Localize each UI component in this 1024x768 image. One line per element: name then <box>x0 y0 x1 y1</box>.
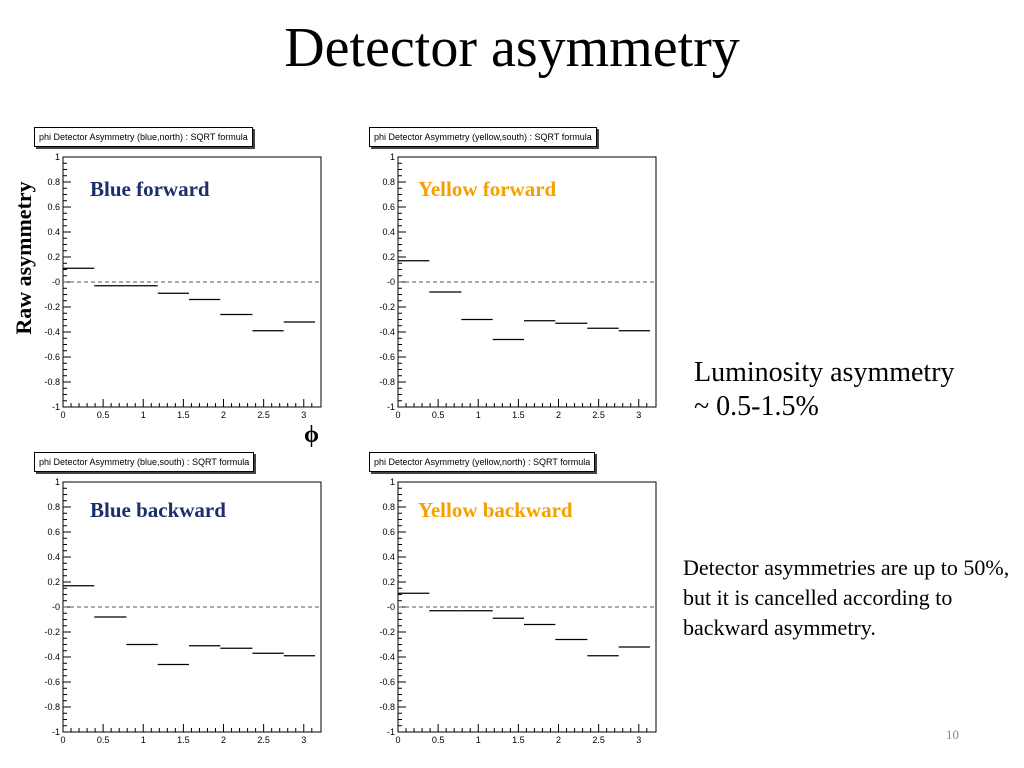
y-tick-label: -0 <box>52 602 60 612</box>
chart-panel-blue-forward: phi Detector Asymmetry (blue,north) : SQ… <box>30 125 330 425</box>
x-tick-label: 0.5 <box>432 735 445 745</box>
y-tick-label: 0.4 <box>382 552 395 562</box>
x-tick-label: 3 <box>301 410 306 420</box>
y-tick-label: -0.2 <box>379 302 395 312</box>
chart-panel-yellow-forward: phi Detector Asymmetry (yellow,south) : … <box>365 125 665 425</box>
y-tick-label: -0.6 <box>44 677 60 687</box>
y-tick-label: -0 <box>387 277 395 287</box>
y-tick-label: 0.8 <box>47 502 60 512</box>
histogram-title: phi Detector Asymmetry (blue,south) : SQ… <box>34 452 255 472</box>
histogram-plot: 1 0.8 0.6 0.4 0.2 -0 -0.2 -0.4 -0.6 -0.8 -10 0.5 1 1.… <box>379 152 657 420</box>
slide-title: Detector asymmetry <box>284 17 740 79</box>
y-tick-label: 0.8 <box>382 177 395 187</box>
x-tick-label: 0.5 <box>97 410 110 420</box>
y-tick-label: -0.6 <box>379 677 395 687</box>
y-tick-label: -0 <box>387 602 395 612</box>
x-tick-label: 0.5 <box>97 735 110 745</box>
y-tick-label: -0.2 <box>379 627 395 637</box>
y-tick-label: 1 <box>55 477 60 487</box>
y-tick-label: -1 <box>52 402 60 412</box>
y-tick-label: 0.4 <box>47 227 60 237</box>
y-tick-label: 0.6 <box>47 202 60 212</box>
x-tick-label: 1 <box>476 410 481 420</box>
y-tick-label: 1 <box>390 152 395 162</box>
x-tick-label: 0 <box>395 735 400 745</box>
x-tick-label: 1.5 <box>177 410 190 420</box>
y-tick-label: 0.2 <box>382 252 395 262</box>
x-tick-label: 3 <box>636 735 641 745</box>
x-tick-label: 3 <box>301 735 306 745</box>
y-tick-label: -1 <box>387 402 395 412</box>
panel-label: Blue forward <box>90 177 210 201</box>
y-tick-label: 0.2 <box>47 577 60 587</box>
panel-label: Yellow forward <box>418 177 557 201</box>
x-tick-label: 2.5 <box>257 410 270 420</box>
y-tick-label: -0.4 <box>379 652 395 662</box>
y-tick-label: -0.4 <box>44 652 60 662</box>
y-tick-label: -1 <box>52 727 60 737</box>
y-tick-label: -0.6 <box>44 352 60 362</box>
x-tick-label: 0.5 <box>432 410 445 420</box>
histogram-title: phi Detector Asymmetry (blue,north) : SQ… <box>34 127 253 147</box>
x-tick-label: 0 <box>60 410 65 420</box>
y-tick-label: -0.4 <box>44 327 60 337</box>
luminosity-line-1: Luminosity asymmetry <box>694 357 955 388</box>
x-tick-label: 1.5 <box>512 410 525 420</box>
chart-panel-yellow-backward: phi Detector Asymmetry (yellow,north) : … <box>365 450 665 750</box>
y-tick-label: -0.4 <box>379 327 395 337</box>
y-tick-label: 0.6 <box>382 527 395 537</box>
y-tick-label: -0.8 <box>44 377 60 387</box>
x-axis-label: ϕ <box>304 422 319 448</box>
x-tick-label: 1.5 <box>177 735 190 745</box>
y-tick-label: 0.6 <box>382 202 395 212</box>
y-tick-label: -0 <box>52 277 60 287</box>
x-tick-label: 1 <box>141 735 146 745</box>
y-tick-label: 0.2 <box>382 577 395 587</box>
y-tick-label: -0.6 <box>379 352 395 362</box>
chart-panel-blue-backward: phi Detector Asymmetry (blue,south) : SQ… <box>30 450 330 750</box>
x-tick-label: 2.5 <box>592 410 605 420</box>
y-tick-label: -0.2 <box>44 302 60 312</box>
x-tick-label: 0 <box>60 735 65 745</box>
x-tick-label: 2 <box>556 410 561 420</box>
page-number: 10 <box>946 727 959 742</box>
y-tick-label: 0.6 <box>47 527 60 537</box>
y-tick-label: -1 <box>387 727 395 737</box>
x-tick-label: 2.5 <box>592 735 605 745</box>
histogram-plot: 1 0.8 0.6 0.4 0.2 -0 -0.2 -0.4 -0.6 -0.8 -10 0.5 1 1.… <box>44 152 322 420</box>
y-tick-label: 1 <box>390 477 395 487</box>
x-tick-label: 1 <box>141 410 146 420</box>
y-tick-label: 0.8 <box>382 502 395 512</box>
x-tick-label: 1.5 <box>512 735 525 745</box>
histogram-title: phi Detector Asymmetry (yellow,south) : … <box>369 127 597 147</box>
y-tick-label: -0.2 <box>44 627 60 637</box>
y-tick-label: 0.8 <box>47 177 60 187</box>
x-tick-label: 0 <box>395 410 400 420</box>
luminosity-note: Luminosity asymmetry ~ 0.5-1.5% <box>694 356 955 424</box>
luminosity-line-2: ~ 0.5-1.5% <box>694 391 819 422</box>
histogram-plot: 1 0.8 0.6 0.4 0.2 -0 -0.2 -0.4 -0.6 -0.8 -10 0.5 1 1.… <box>44 477 322 745</box>
y-tick-label: 0.4 <box>47 552 60 562</box>
y-tick-label: 0.4 <box>382 227 395 237</box>
y-tick-label: -0.8 <box>44 702 60 712</box>
panel-label: Blue backward <box>90 498 226 522</box>
x-tick-label: 2.5 <box>257 735 270 745</box>
y-tick-label: -0.8 <box>379 377 395 387</box>
y-tick-label: -0.8 <box>379 702 395 712</box>
panel-label: Yellow backward <box>418 498 573 522</box>
x-tick-label: 1 <box>476 735 481 745</box>
detector-note: Detector asymmetries are up to 50%, but … <box>683 555 1010 640</box>
y-tick-label: 0.2 <box>47 252 60 262</box>
x-tick-label: 2 <box>556 735 561 745</box>
y-tick-label: 1 <box>55 152 60 162</box>
x-tick-label: 2 <box>221 410 226 420</box>
histogram-title: phi Detector Asymmetry (yellow,north) : … <box>369 452 596 472</box>
histogram-plot: 1 0.8 0.6 0.4 0.2 -0 -0.2 -0.4 -0.6 -0.8 -10 0.5 1 1.… <box>379 477 657 745</box>
x-tick-label: 3 <box>636 410 641 420</box>
x-tick-label: 2 <box>221 735 226 745</box>
